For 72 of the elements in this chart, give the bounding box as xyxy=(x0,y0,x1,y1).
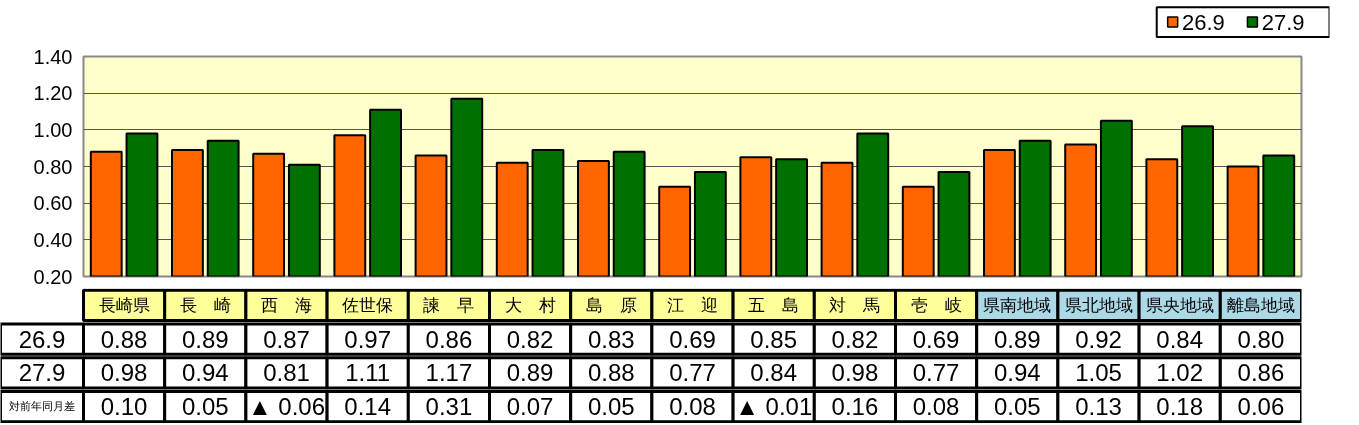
text: 0.14 xyxy=(344,393,392,421)
x-tick-label: 島 原 xyxy=(585,295,637,316)
data-label: 0.77 xyxy=(912,359,960,387)
data-label: 0.84 xyxy=(1156,325,1204,353)
data-label: 1.17 xyxy=(425,359,473,387)
data-label: 0.84 xyxy=(750,359,798,387)
data-label: 0.82 xyxy=(506,325,554,353)
data-label: 0.86 xyxy=(1237,359,1285,387)
y-tick-label: 0.60 xyxy=(33,192,73,215)
data-label: 0.85 xyxy=(750,325,798,353)
text: 0.13 xyxy=(1075,393,1122,421)
x-tick-label: 長 崎 xyxy=(179,295,231,316)
x-tick-label: 離島地域 xyxy=(1226,295,1295,316)
data-label: 0.88 xyxy=(587,359,635,387)
x-tick-label: 五 島 xyxy=(748,295,800,316)
legend-label: 26.9 xyxy=(1181,9,1225,35)
x-tick-label: 県北地域 xyxy=(1064,295,1133,316)
x-tick-label: 佐世保 xyxy=(342,295,394,316)
x-tick-label: 対 馬 xyxy=(829,295,881,316)
y-tick-label: 0.40 xyxy=(33,228,73,251)
x-tick-label: 江 迎 xyxy=(667,295,718,316)
x-tick-label: 西 海 xyxy=(261,295,312,316)
data-label: 0.80 xyxy=(1237,325,1285,353)
legend-label: 27.9 xyxy=(1261,9,1305,35)
x-tick-label: 諫 早 xyxy=(423,295,475,316)
text: 0.10 xyxy=(100,393,148,421)
text: 0.06 xyxy=(1237,393,1285,421)
y-tick-label: 0.20 xyxy=(33,265,73,288)
text: ▲ 0.06 xyxy=(247,393,326,421)
data-label: 0.83 xyxy=(587,325,635,353)
data-label: 0.87 xyxy=(263,325,310,353)
data-label: 0.94 xyxy=(181,359,229,387)
data-label: 0.98 xyxy=(100,359,148,387)
data-label: 0.69 xyxy=(669,325,716,353)
text: 0.05 xyxy=(181,393,229,421)
data-label: 1.02 xyxy=(1156,359,1204,387)
data-label: 0.89 xyxy=(506,359,554,387)
data-label: 0.86 xyxy=(425,325,473,353)
text: 27.9 xyxy=(18,359,66,387)
text: 26.9 xyxy=(18,325,66,353)
data-label: 0.97 xyxy=(344,325,392,353)
data-label: 0.77 xyxy=(669,359,716,387)
y-tick-label: 1.00 xyxy=(33,118,73,141)
data-label: 0.69 xyxy=(912,325,960,353)
data-label: 0.81 xyxy=(263,359,310,387)
data-label: 0.88 xyxy=(100,325,148,353)
text: 0.31 xyxy=(425,393,473,421)
text: 0.08 xyxy=(669,393,716,421)
data-label: 1.11 xyxy=(345,359,391,387)
text: ▲ 0.01 xyxy=(735,393,813,421)
x-tick-label: 壱 岐 xyxy=(910,295,962,316)
text: 0.05 xyxy=(993,393,1041,421)
y-tick-label: 1.40 xyxy=(33,45,73,68)
text: 0.07 xyxy=(506,393,554,421)
y-tick-label: 1.20 xyxy=(33,82,73,105)
data-label: 0.89 xyxy=(181,325,229,353)
x-tick-label: 大 村 xyxy=(504,295,556,316)
x-tick-label: 県南地域 xyxy=(983,295,1052,316)
text: 0.18 xyxy=(1156,393,1204,421)
text: 0.05 xyxy=(587,393,635,421)
x-tick-label: 県央地域 xyxy=(1145,295,1214,316)
data-label: 0.82 xyxy=(831,325,879,353)
y-tick-label: 0.80 xyxy=(33,155,73,178)
text: 対前年同月差 xyxy=(9,400,75,414)
data-label: 0.94 xyxy=(993,359,1041,387)
data-label: 1.05 xyxy=(1075,359,1122,387)
text: 0.16 xyxy=(831,393,879,421)
x-tick-label: 長崎県 xyxy=(98,295,150,316)
data-label: 0.92 xyxy=(1075,325,1122,353)
data-label: 0.89 xyxy=(993,325,1041,353)
data-label: 0.98 xyxy=(831,359,879,387)
text: 0.08 xyxy=(912,393,960,421)
